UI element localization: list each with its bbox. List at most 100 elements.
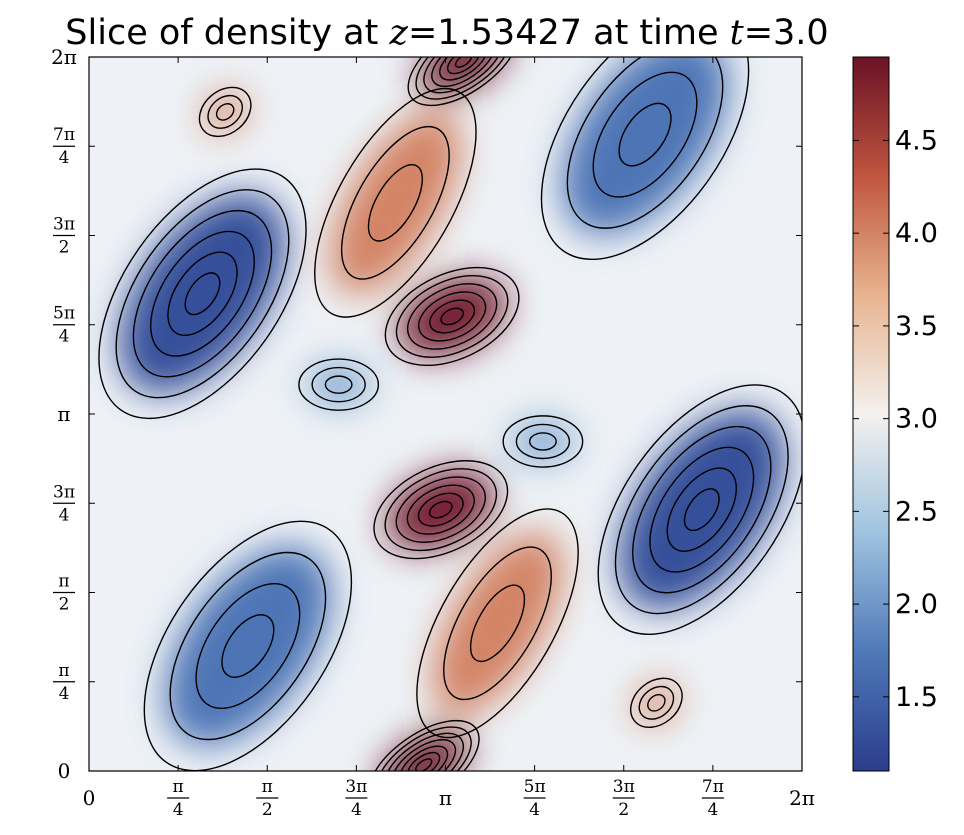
density-trough-9 — [618, 409, 785, 610]
svg-text:π: π — [439, 786, 452, 810]
svg-text:4: 4 — [173, 800, 184, 820]
svg-text:π: π — [58, 572, 69, 592]
svg-text:5π: 5π — [524, 777, 546, 797]
contour-12-3 — [298, 358, 380, 411]
x-tick-label: 0 — [83, 786, 96, 810]
x-tick-label: 5π4 — [523, 777, 546, 820]
contour-4-1 — [367, 164, 423, 242]
contour-9-3 — [649, 446, 755, 573]
density-peak-2 — [419, 57, 508, 97]
density-small-trough-13 — [511, 420, 575, 462]
contour-8-3 — [150, 230, 255, 357]
x-tick-label: 7π4 — [701, 777, 724, 820]
svg-text:4: 4 — [351, 800, 362, 820]
svg-text:0: 0 — [58, 759, 71, 783]
contour-1-2 — [417, 492, 464, 527]
contour-1-1 — [428, 500, 453, 519]
colorbar-scale — [852, 56, 890, 772]
svg-text:4: 4 — [59, 505, 70, 525]
svg-text:2: 2 — [618, 800, 629, 820]
density-trough-8 — [119, 193, 286, 394]
svg-text:3π: 3π — [613, 777, 635, 797]
y-tick-label: 0 — [58, 759, 71, 783]
colorbar-tick-label: 4.5 — [895, 125, 938, 156]
contour-11-4 — [143, 520, 353, 771]
density-small-trough-12 — [306, 364, 371, 406]
contour-10-1 — [618, 102, 672, 167]
contour-9-5 — [614, 405, 789, 615]
contour-12-2 — [311, 366, 366, 403]
density-trough-11 — [165, 546, 331, 746]
contour-7-1 — [647, 693, 666, 712]
contour-lines — [98, 57, 802, 771]
y-tick-label: 5π4 — [53, 304, 75, 347]
svg-text:π: π — [57, 402, 70, 426]
x-tick-label: 3π4 — [345, 777, 368, 820]
density-trough-10 — [562, 57, 728, 235]
contour-9-4 — [632, 425, 772, 594]
x-tick-label: 3π2 — [612, 777, 635, 820]
svg-text:7π: 7π — [53, 125, 75, 145]
svg-text:5π: 5π — [53, 304, 75, 324]
contour-13-2 — [515, 423, 571, 460]
contour-3-3 — [399, 745, 449, 771]
density-heatmap — [89, 57, 802, 771]
svg-text:3π: 3π — [53, 214, 75, 234]
svg-text:4: 4 — [529, 800, 540, 820]
density-ridge-5 — [433, 531, 563, 715]
contour-11-3 — [169, 551, 327, 741]
contour-13-3 — [502, 415, 584, 468]
contour-8-5 — [115, 189, 290, 399]
y-tick-label: 3π4 — [53, 482, 75, 525]
contour-2-6 — [415, 57, 512, 100]
contour-7-2 — [638, 685, 675, 720]
contour-6-3 — [198, 86, 252, 138]
contour-0-1 — [440, 307, 464, 326]
density-peak-3 — [379, 729, 468, 771]
contour-9-6 — [597, 384, 802, 636]
contour-3-6 — [375, 726, 472, 771]
contour-8-6 — [98, 168, 307, 420]
density-vortex-peak-0 — [398, 277, 506, 356]
x-tick-label: 2π — [789, 786, 815, 810]
x-tick-label: π2 — [256, 777, 279, 820]
contour-11-1 — [221, 614, 275, 678]
svg-text:2π: 2π — [789, 786, 815, 810]
svg-text:2: 2 — [262, 800, 273, 820]
svg-text:7π: 7π — [702, 777, 724, 797]
contour-5-2 — [443, 546, 552, 701]
contour-4-2 — [340, 125, 450, 280]
contour-2-5 — [423, 57, 504, 94]
contour-0-3 — [418, 291, 487, 342]
svg-text:2: 2 — [59, 237, 70, 257]
contour-5-3 — [416, 508, 579, 739]
y-tick-label: 2π — [51, 45, 77, 69]
svg-text:π: π — [173, 777, 184, 797]
contour-1-5 — [384, 468, 498, 552]
contour-2-2 — [446, 57, 480, 75]
contour-1-6 — [373, 460, 509, 560]
svg-text:3π: 3π — [53, 482, 75, 502]
svg-text:4: 4 — [59, 327, 70, 347]
colorbar: 1.5 2.0 2.5 3.0 3.5 4.0 4.5 — [852, 56, 938, 772]
contour-8-2 — [167, 251, 238, 336]
svg-text:0: 0 — [83, 786, 96, 810]
contour-0-4 — [406, 283, 498, 350]
contour-0-5 — [395, 275, 509, 358]
contour-6-1 — [215, 103, 235, 121]
colorbar-tick-label: 3.5 — [895, 311, 938, 342]
colorbar-tick-label: 2.0 — [895, 589, 938, 620]
contour-11-2 — [195, 582, 301, 710]
contour-4-3 — [314, 87, 477, 318]
y-tick-label: π4 — [53, 661, 75, 704]
svg-text:4: 4 — [59, 148, 70, 168]
svg-text:4: 4 — [707, 800, 718, 820]
contour-8-1 — [184, 272, 221, 316]
svg-text:π: π — [58, 661, 69, 681]
contour-10-4 — [540, 57, 750, 260]
contour-3-4 — [391, 739, 457, 771]
density-ridge-4 — [330, 111, 460, 295]
contour-0-6 — [384, 266, 520, 367]
